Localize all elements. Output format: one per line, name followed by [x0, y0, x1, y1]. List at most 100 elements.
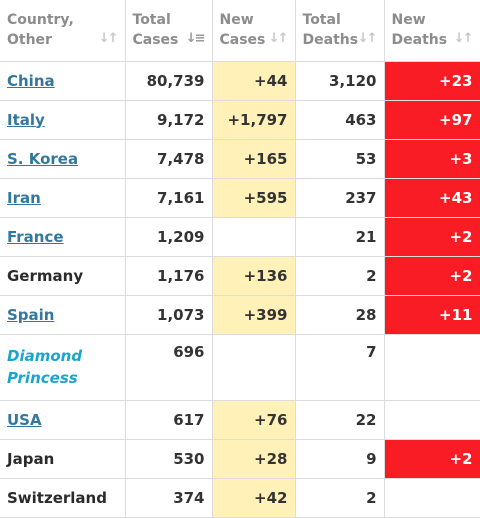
header-total-cases-line2: Cases [132, 32, 179, 49]
sort-arrows-icon[interactable]: ↓↑ [268, 30, 289, 46]
sort-arrows-icon[interactable]: ↓↑ [98, 30, 119, 46]
new-cases-cell: +44 [211, 60, 296, 101]
header-country-line1: Country, [7, 12, 74, 29]
total-deaths-cell: 2 [294, 477, 385, 518]
total-cases-cell: 1,073 [124, 294, 213, 335]
country-name: Switzerland [7, 488, 107, 507]
country-link[interactable]: USA [7, 410, 42, 429]
total-deaths-cell: 53 [294, 138, 385, 179]
table-row: China 80,739 +44 3,120 +23 [0, 60, 480, 101]
header-country-line2: Other [7, 32, 52, 49]
country-link[interactable]: Italy [7, 110, 45, 129]
country-cell: China [0, 60, 126, 101]
country-link[interactable]: France [7, 227, 64, 246]
new-cases-cell: +28 [211, 438, 296, 479]
total-deaths-cell: 7 [294, 333, 385, 401]
header-new-deaths-line1: New [391, 12, 426, 29]
new-cases-cell: +136 [211, 255, 296, 296]
new-cases-cell: +165 [211, 138, 296, 179]
country-cell: Switzerland [0, 477, 126, 518]
table-row: Switzerland 374 +42 2 [0, 477, 480, 518]
table-row: Germany 1,176 +136 2 +2 [0, 255, 480, 296]
total-deaths-cell: 2 [294, 255, 385, 296]
table-row: Iran 7,161 +595 237 +43 [0, 177, 480, 218]
total-deaths-cell: 463 [294, 99, 385, 140]
sort-arrows-icon[interactable]: ↓↑ [357, 30, 378, 46]
new-deaths-cell [383, 477, 480, 518]
header-total-deaths[interactable]: Total Deaths ↓↑ [294, 0, 385, 62]
header-country[interactable]: Country, Other ↓↑ [0, 0, 126, 62]
header-total-deaths-line1: Total [302, 12, 341, 29]
new-cases-cell: +595 [211, 177, 296, 218]
header-total-cases[interactable]: Total Cases ↓≡ [124, 0, 213, 62]
sort-desc-active-icon[interactable]: ↓≡ [185, 30, 206, 46]
total-deaths-cell: 21 [294, 216, 385, 257]
header-new-deaths[interactable]: New Deaths ↓↑ [383, 0, 480, 62]
table-row: Spain 1,073 +399 28 +11 [0, 294, 480, 335]
total-cases-cell: 80,739 [124, 60, 213, 101]
new-deaths-cell: +43 [383, 177, 480, 218]
total-cases-cell: 1,176 [124, 255, 213, 296]
header-row: Country, Other ↓↑ Total Cases ↓≡ New Cas… [0, 0, 480, 62]
country-link[interactable]: China [7, 71, 55, 90]
total-cases-cell: 696 [124, 333, 213, 401]
total-cases-cell: 374 [124, 477, 213, 518]
header-new-cases-line1: New [219, 12, 254, 29]
total-deaths-cell: 237 [294, 177, 385, 218]
total-cases-cell: 617 [124, 399, 213, 440]
header-new-deaths-line2: Deaths [391, 32, 448, 49]
new-deaths-cell: +2 [383, 438, 480, 479]
new-cases-cell: +1,797 [211, 99, 296, 140]
table-row: Diamond Princess 696 7 [0, 333, 480, 401]
total-cases-cell: 530 [124, 438, 213, 479]
total-cases-cell: 9,172 [124, 99, 213, 140]
table-row: USA 617 +76 22 [0, 399, 480, 440]
country-cell: Germany [0, 255, 126, 296]
new-deaths-cell: +3 [383, 138, 480, 179]
country-link[interactable]: S. Korea [7, 149, 79, 168]
table-row: Italy 9,172 +1,797 463 +97 [0, 99, 480, 140]
country-cell: France [0, 216, 126, 257]
sort-arrows-icon[interactable]: ↓↑ [453, 30, 474, 46]
total-deaths-cell: 22 [294, 399, 385, 440]
table-row: France 1,209 21 +2 [0, 216, 480, 257]
header-total-deaths-line2: Deaths [302, 32, 359, 49]
country-link[interactable]: Spain [7, 305, 55, 324]
country-cell: Japan [0, 438, 126, 479]
new-deaths-cell [383, 399, 480, 440]
new-deaths-cell: +11 [383, 294, 480, 335]
new-cases-cell: +42 [211, 477, 296, 518]
new-cases-cell: +76 [211, 399, 296, 440]
new-deaths-cell: +23 [383, 60, 480, 101]
country-cell: Italy [0, 99, 126, 140]
new-cases-cell [211, 333, 296, 401]
new-deaths-cell [383, 333, 480, 401]
country-cell: Diamond Princess [0, 333, 126, 401]
total-cases-cell: 1,209 [124, 216, 213, 257]
new-deaths-cell: +2 [383, 255, 480, 296]
country-cell: Iran [0, 177, 126, 218]
ship-name-line1: Diamond [7, 347, 83, 365]
new-cases-cell [211, 216, 296, 257]
ship-name-line2: Princess [7, 369, 78, 387]
table-row: Japan 530 +28 9 +2 [0, 438, 480, 479]
header-total-cases-line1: Total [132, 12, 171, 29]
header-new-cases[interactable]: New Cases ↓↑ [211, 0, 296, 62]
total-cases-cell: 7,161 [124, 177, 213, 218]
total-cases-cell: 7,478 [124, 138, 213, 179]
header-new-cases-line2: Cases [219, 32, 266, 49]
total-deaths-cell: 28 [294, 294, 385, 335]
country-name: Germany [7, 266, 84, 285]
new-deaths-cell: +2 [383, 216, 480, 257]
country-cell: USA [0, 399, 126, 440]
table-row: S. Korea 7,478 +165 53 +3 [0, 138, 480, 179]
new-deaths-cell: +97 [383, 99, 480, 140]
country-cell: S. Korea [0, 138, 126, 179]
total-deaths-cell: 3,120 [294, 60, 385, 101]
country-name: Japan [7, 449, 55, 468]
country-link[interactable]: Iran [7, 188, 41, 207]
new-cases-cell: +399 [211, 294, 296, 335]
country-cell: Spain [0, 294, 126, 335]
total-deaths-cell: 9 [294, 438, 385, 479]
